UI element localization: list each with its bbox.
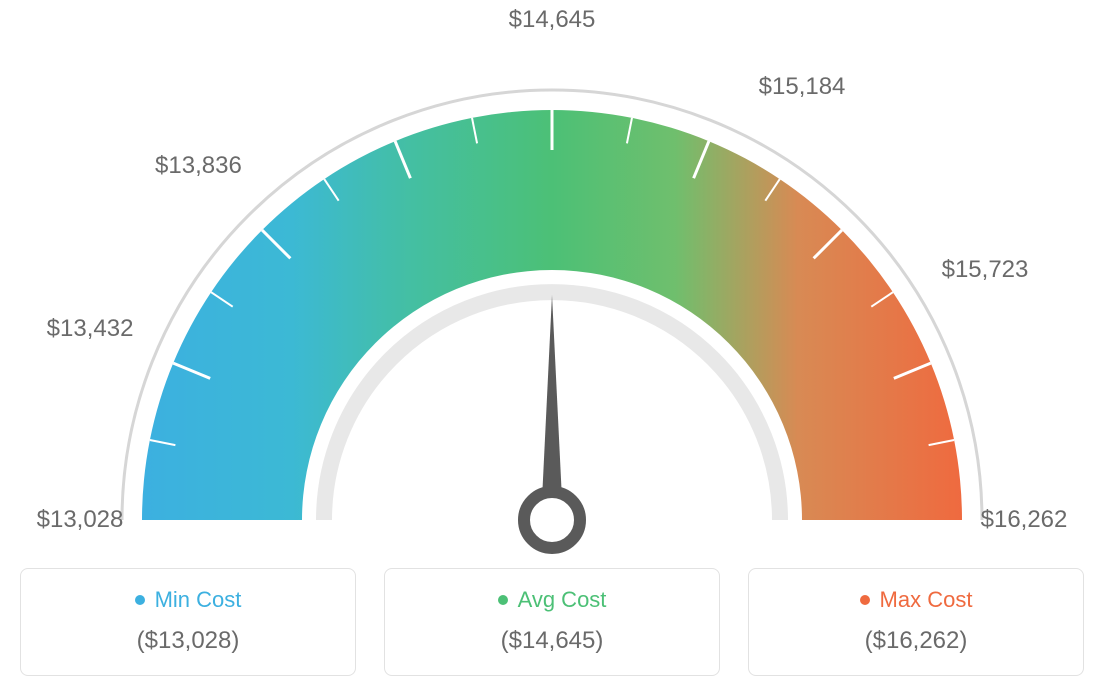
gauge-chart: $13,028$13,432$13,836$14,645$15,184$15,7… [20,20,1084,560]
legend-dot-icon [860,595,870,605]
legend-title: Avg Cost [498,587,607,613]
gauge-tick-label: $16,262 [981,506,1068,534]
legend-title-text: Min Cost [155,587,242,613]
legend-title-text: Max Cost [880,587,973,613]
gauge-svg [20,20,1084,560]
gauge-tick-label: $13,028 [37,506,124,534]
legend-dot-icon [135,595,145,605]
gauge-tick-label: $13,836 [155,152,242,180]
legend-title: Max Cost [860,587,973,613]
legend-card-avg: Avg Cost ($14,645) [384,568,720,676]
legend-title: Min Cost [135,587,242,613]
legend-dot-icon [498,595,508,605]
legend-title-text: Avg Cost [518,587,607,613]
legend-card-min: Min Cost ($13,028) [20,568,356,676]
gauge-tick-label: $13,432 [47,315,134,343]
gauge-tick-label: $14,645 [509,6,596,34]
legend-row: Min Cost ($13,028) Avg Cost ($14,645) Max Co… [20,568,1084,676]
legend-value: ($13,028) [31,627,345,655]
legend-value: ($16,262) [759,627,1073,655]
legend-card-max: Max Cost ($16,262) [748,568,1084,676]
legend-value: ($14,645) [395,627,709,655]
gauge-tick-label: $15,723 [942,256,1029,284]
gauge-tick-label: $15,184 [759,73,846,101]
